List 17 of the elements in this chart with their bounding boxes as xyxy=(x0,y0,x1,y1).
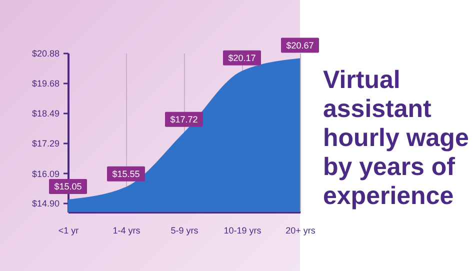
y-tick-label: $20.88 xyxy=(32,48,60,58)
data-label: $20.67 xyxy=(286,40,314,50)
x-tick-label: <1 yr xyxy=(58,226,79,236)
x-tick-label: 20+ yrs xyxy=(286,226,316,236)
x-tick-label: 10-19 yrs xyxy=(224,226,262,236)
data-label: $17.72 xyxy=(170,114,198,124)
y-tick-label: $19.68 xyxy=(32,78,60,89)
y-tick-label: $17.29 xyxy=(32,138,60,149)
data-label: $15.55 xyxy=(112,168,140,179)
data-label: $15.05 xyxy=(54,181,82,192)
y-tick-label: $18.49 xyxy=(32,108,60,119)
x-tick-label: 1-4 yrs xyxy=(112,226,141,236)
y-tick-label: $16.09 xyxy=(32,168,60,179)
data-label: $20.17 xyxy=(228,52,256,63)
text: Virtual assistant hourly wage by years of experience xyxy=(323,66,470,211)
y-tick-label: $14.90 xyxy=(32,198,60,209)
x-tick-label: 5-9 yrs xyxy=(170,226,199,236)
